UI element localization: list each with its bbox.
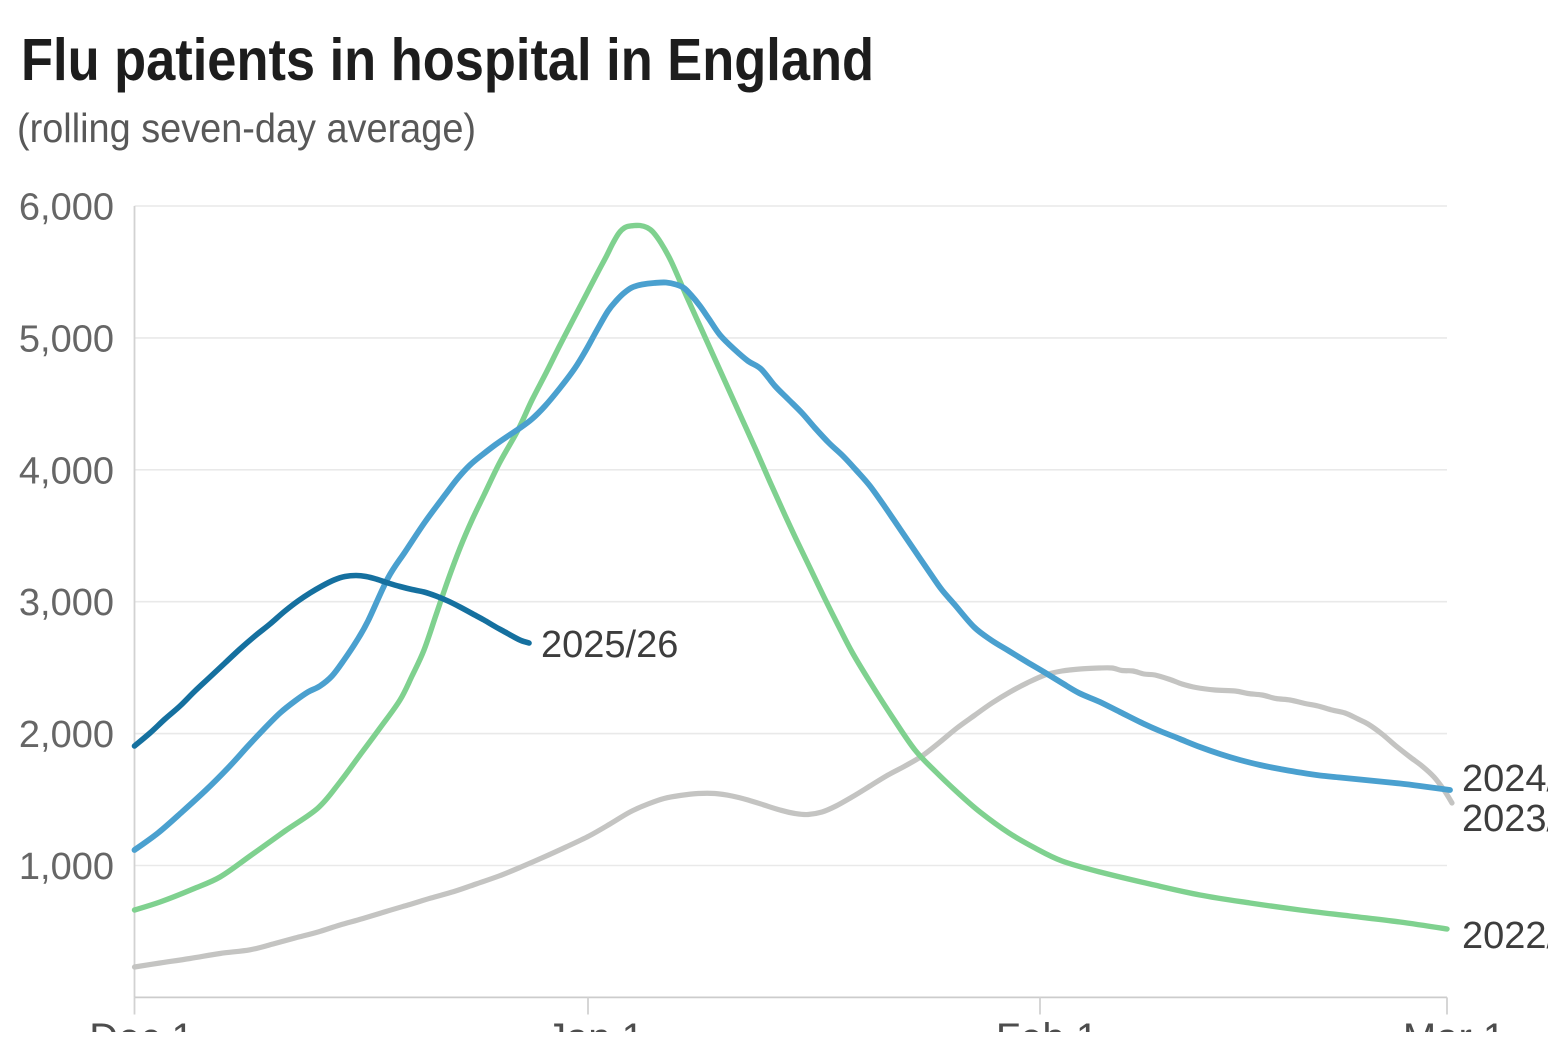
svg-text:2023/24: 2023/24 (1462, 798, 1548, 840)
svg-text:2024/25: 2024/25 (1462, 758, 1548, 800)
svg-text:1,000: 1,000 (19, 846, 114, 888)
svg-text:2,000: 2,000 (19, 714, 114, 756)
svg-text:Mar 1: Mar 1 (1403, 1016, 1505, 1032)
svg-text:Flu patients in hospital in En: Flu patients in hospital in England (21, 27, 874, 93)
svg-text:3,000: 3,000 (19, 582, 114, 624)
svg-text:4,000: 4,000 (19, 450, 114, 492)
svg-text:Dec 1: Dec 1 (89, 1016, 194, 1032)
svg-text:6,000: 6,000 (19, 187, 114, 229)
svg-text:(rolling seven-day average): (rolling seven-day average) (17, 105, 476, 151)
svg-text:2025/26: 2025/26 (541, 624, 678, 666)
svg-text:Jan 1: Jan 1 (546, 1016, 644, 1032)
svg-text:2022/23: 2022/23 (1462, 915, 1548, 957)
svg-text:Feb 1: Feb 1 (996, 1016, 1098, 1032)
svg-text:5,000: 5,000 (19, 318, 114, 360)
